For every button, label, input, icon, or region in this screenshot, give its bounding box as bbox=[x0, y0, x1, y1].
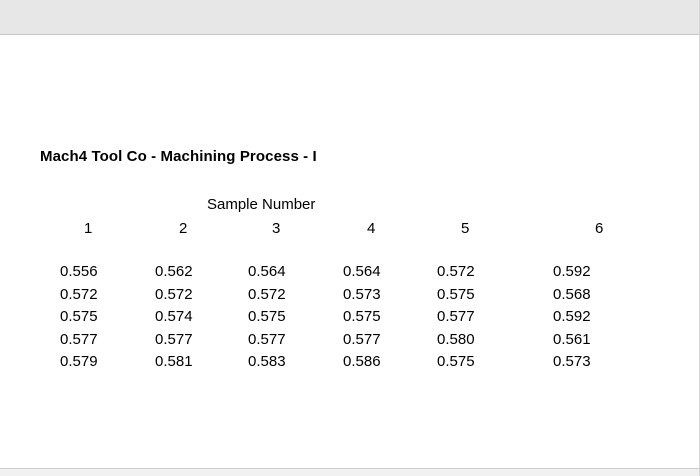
table-cell: 0.568 bbox=[553, 285, 591, 303]
table-cell: 0.586 bbox=[343, 353, 381, 370]
table-cell: 0.577 bbox=[60, 330, 98, 348]
column-header-row: 1 2 3 4 5 6 bbox=[60, 218, 623, 261]
table-cell: 0.581 bbox=[155, 353, 193, 370]
table-cell: 0.592 bbox=[553, 308, 591, 325]
table-cell: 0.573 bbox=[553, 353, 591, 370]
table-cell: 0.572 bbox=[437, 263, 475, 280]
column-header: 6 bbox=[595, 220, 604, 237]
table-cell: 0.556 bbox=[60, 263, 98, 280]
table-cell: 0.583 bbox=[248, 353, 286, 370]
table-row: 0.579 0.581 0.583 0.586 0.575 0.573 bbox=[60, 351, 623, 374]
table-cell: 0.577 bbox=[248, 330, 286, 348]
table-cell: 0.577 bbox=[437, 308, 475, 325]
table-row: 0.572 0.572 0.572 0.573 0.575 0.568 bbox=[60, 284, 623, 307]
table-cell: 0.572 bbox=[60, 285, 98, 303]
table-cell: 0.564 bbox=[248, 263, 286, 280]
table-cell: 0.579 bbox=[60, 353, 98, 370]
table-cell: 0.572 bbox=[155, 285, 193, 303]
column-header: 2 bbox=[179, 220, 188, 237]
column-header: 3 bbox=[272, 220, 281, 237]
table-cell: 0.575 bbox=[437, 353, 475, 370]
table-cell: 0.561 bbox=[553, 330, 591, 348]
top-toolbar bbox=[0, 0, 699, 35]
table-cell: 0.575 bbox=[437, 285, 475, 303]
table-cell: 0.577 bbox=[155, 330, 193, 348]
table-cell: 0.573 bbox=[343, 285, 381, 303]
table-row: 0.577 0.577 0.577 0.577 0.580 0.561 bbox=[60, 329, 623, 352]
column-header: 4 bbox=[367, 220, 376, 237]
table-cell: 0.562 bbox=[155, 263, 193, 280]
table-cell: 0.575 bbox=[248, 308, 286, 325]
table-cell: 0.572 bbox=[248, 285, 286, 303]
table-group-header: Sample Number bbox=[207, 196, 316, 213]
table-body: 0.556 0.562 0.564 0.564 0.572 0.592 0.572 0.572… bbox=[60, 261, 623, 374]
table-cell: 0.580 bbox=[437, 330, 475, 348]
table-cell: 0.577 bbox=[343, 330, 381, 348]
table-row: 0.556 0.562 0.564 0.564 0.572 0.592 bbox=[60, 261, 623, 284]
table-cell: 0.574 bbox=[155, 308, 193, 325]
table-row: 0.575 0.574 0.575 0.575 0.577 0.592 bbox=[60, 306, 623, 329]
table-cell: 0.564 bbox=[343, 263, 381, 280]
table-cell: 0.592 bbox=[553, 263, 591, 280]
document-page: Mach4 Tool Co - Machining Process - I Sa… bbox=[0, 35, 699, 469]
table-cell: 0.575 bbox=[60, 308, 98, 325]
table-cell: 0.575 bbox=[343, 308, 381, 325]
table-header-row: 1 2 3 4 5 6 bbox=[60, 218, 623, 261]
column-header: 1 bbox=[84, 220, 93, 237]
page-title: Mach4 Tool Co - Machining Process - I bbox=[40, 148, 317, 165]
column-header: 5 bbox=[461, 220, 470, 237]
